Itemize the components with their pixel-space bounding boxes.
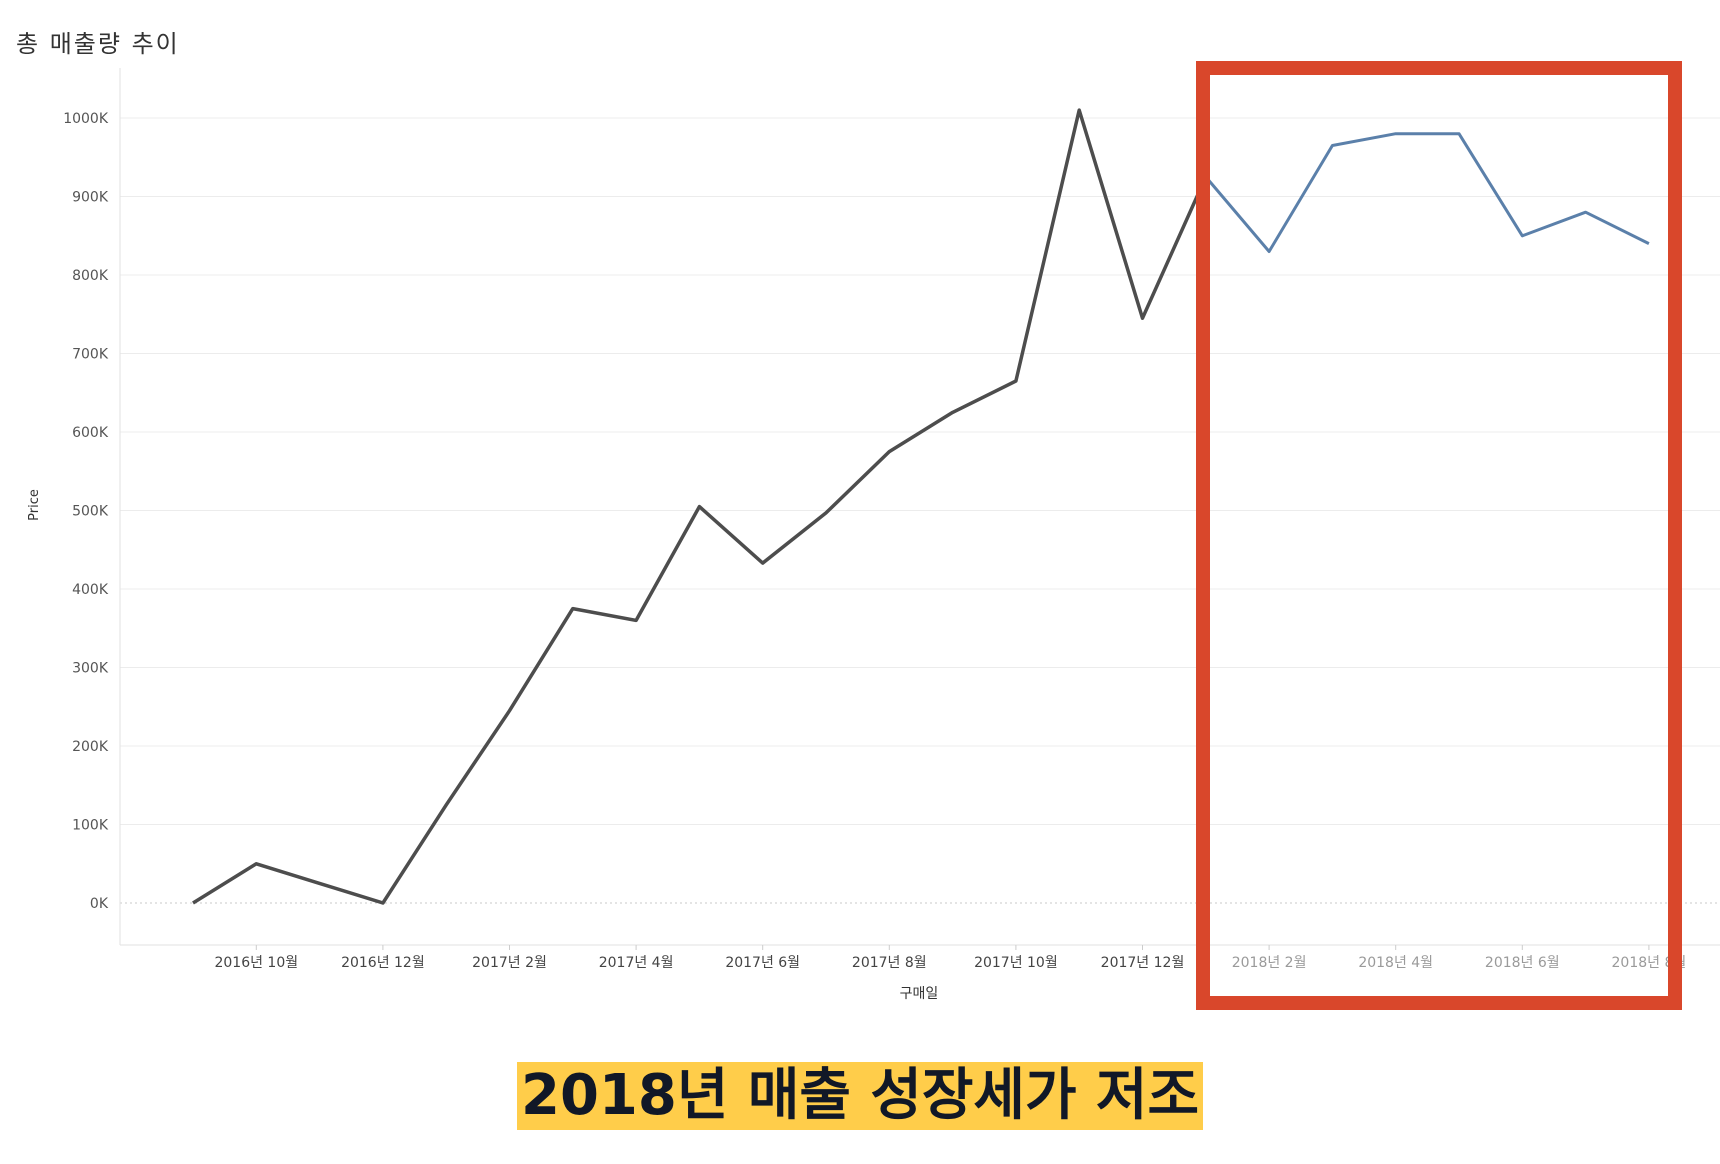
x-axis-ticks: 2016년 10월 2016년 12월 2017년 2월 2017년 4월 2017년 … xyxy=(214,945,1686,971)
series-lines xyxy=(192,108,1650,905)
y-tick-label: 200K xyxy=(72,739,109,755)
series-line-highlight xyxy=(1204,132,1650,253)
y-tick-label: 300K xyxy=(72,661,109,677)
y-tick-label: 600K xyxy=(72,425,109,441)
x-tick-label: 2016년 10월 xyxy=(214,955,298,971)
caption-banner: 2018년 매출 성장세가 저조 xyxy=(516,1062,1204,1130)
x-tick-label: 2018년 4월 xyxy=(1358,955,1433,971)
y-axis-label: Price xyxy=(27,489,42,521)
y-tick-label: 1000K xyxy=(63,111,109,127)
series-line-main xyxy=(192,108,1208,905)
line-chart: 0K 100K 200K 300K 400K 500K 600K 700K 800K 900K 10… xyxy=(27,61,1720,1010)
x-tick-label: 2017년 2월 xyxy=(472,955,547,971)
x-tick-label: 2017년 10월 xyxy=(974,955,1058,971)
y-tick-label: 800K xyxy=(72,268,109,284)
x-tick-label: 2016년 12월 xyxy=(341,955,425,971)
y-tick-label: 0K xyxy=(90,896,109,912)
x-tick-label: 2017년 6월 xyxy=(725,955,800,971)
x-tick-label: 2018년 8월 xyxy=(1612,955,1687,971)
x-axis-label: 구매일 xyxy=(900,986,939,1002)
y-tick-label: 400K xyxy=(72,582,109,598)
x-tick-label: 2017년 12월 xyxy=(1101,955,1185,971)
x-tick-label: 2018년 6월 xyxy=(1485,955,1560,971)
y-tick-label: 900K xyxy=(72,190,109,206)
caption-container: 2018년 매출 성장세가 저조 xyxy=(0,1062,1720,1130)
chart-title: 총 매출량 추이 xyxy=(16,30,180,58)
x-tick-label: 2018년 2월 xyxy=(1232,955,1307,971)
y-tick-label: 100K xyxy=(72,818,109,834)
y-axis-ticks: 0K 100K 200K 300K 400K 500K 600K 700K 800K 900K 10… xyxy=(63,111,109,912)
grid-lines xyxy=(119,68,1720,946)
x-tick-label: 2017년 8월 xyxy=(852,955,927,971)
highlight-box xyxy=(1196,61,1682,1010)
x-tick-label: 2017년 4월 xyxy=(599,955,674,971)
y-tick-label: 700K xyxy=(72,347,109,363)
y-tick-label: 500K xyxy=(72,504,109,520)
